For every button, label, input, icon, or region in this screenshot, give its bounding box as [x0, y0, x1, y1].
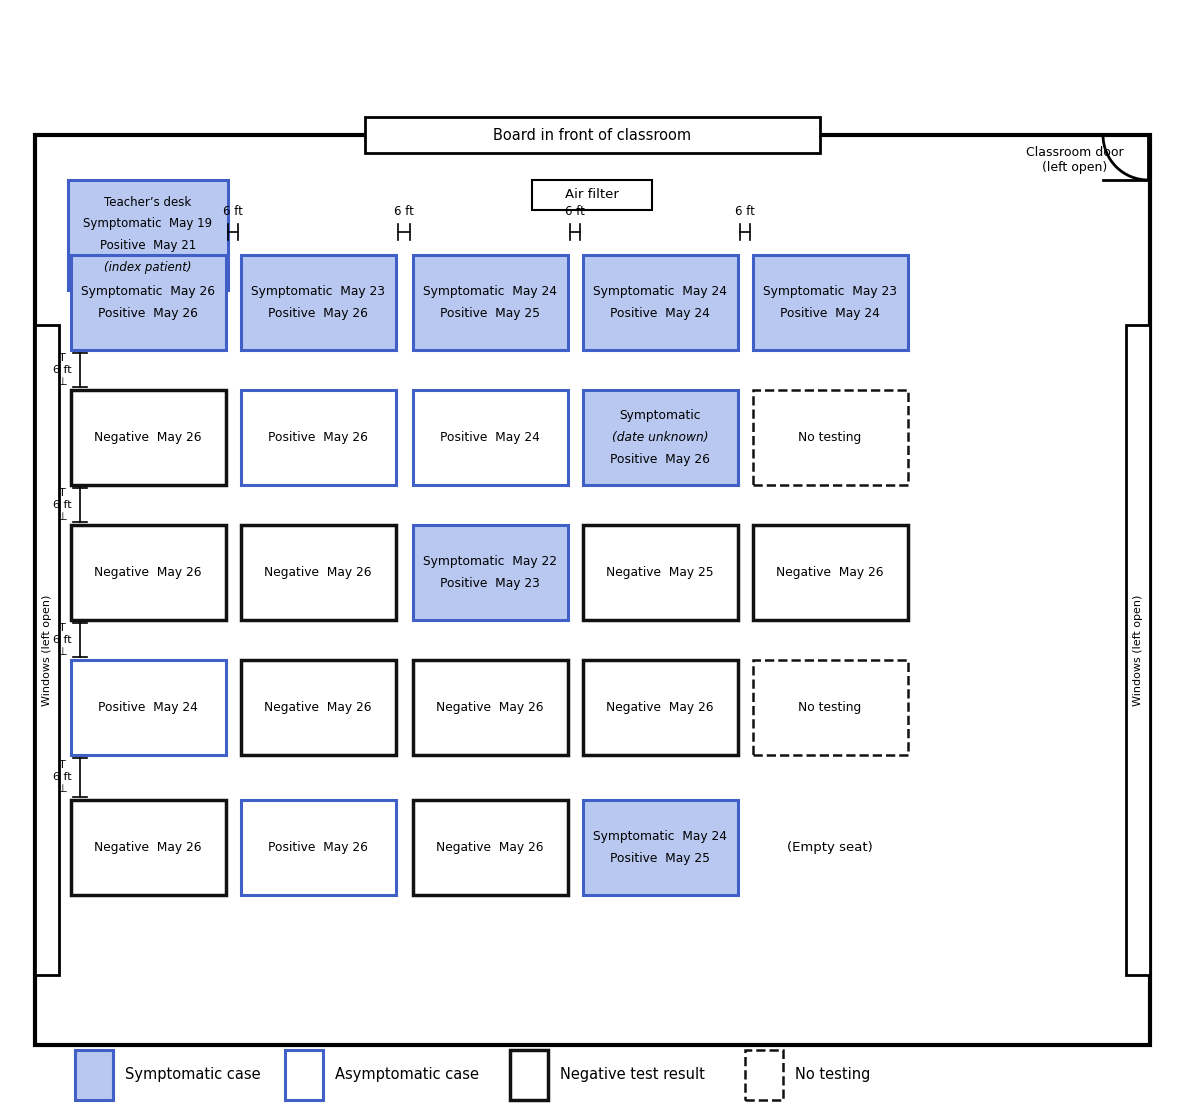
Text: Symptomatic  May 19: Symptomatic May 19 [83, 218, 212, 231]
Bar [414, 800, 568, 895]
Text: Positive  May 21: Positive May 21 [100, 240, 197, 253]
Text: Positive  May 26: Positive May 26 [268, 431, 367, 444]
Text: Teacher’s desk: Teacher’s desk [104, 196, 192, 209]
Text: (Empty seat): (Empty seat) [787, 841, 873, 854]
Bar [71, 390, 226, 485]
Text: Positive  May 26: Positive May 26 [268, 307, 367, 320]
Bar [583, 390, 738, 485]
Bar [241, 255, 396, 350]
Text: Symptomatic  May 24: Symptomatic May 24 [423, 285, 557, 298]
Text: ⊥: ⊥ [57, 785, 66, 794]
Text: T: T [58, 352, 65, 364]
Bar [71, 525, 226, 620]
Bar [68, 180, 228, 290]
Bar [365, 117, 820, 152]
Text: Windows (left open): Windows (left open) [41, 594, 52, 706]
Bar [71, 255, 226, 350]
Text: T: T [58, 623, 65, 633]
Text: Negative  May 26: Negative May 26 [264, 701, 372, 714]
Bar [36, 325, 59, 975]
Text: Negative  May 26: Negative May 26 [95, 566, 201, 579]
Text: (index patient): (index patient) [104, 262, 192, 274]
Text: Symptomatic case: Symptomatic case [124, 1067, 261, 1083]
Text: Classroom door
(left open): Classroom door (left open) [1026, 146, 1123, 173]
Bar [36, 135, 1149, 1045]
Bar [1126, 325, 1149, 975]
Text: Symptomatic: Symptomatic [620, 409, 700, 422]
Text: Symptomatic  May 26: Symptomatic May 26 [81, 285, 214, 298]
Text: Positive  May 26: Positive May 26 [268, 841, 367, 854]
Text: Positive  May 24: Positive May 24 [610, 307, 710, 320]
Bar [414, 255, 568, 350]
Text: Negative  May 26: Negative May 26 [95, 431, 201, 444]
Text: Positive  May 26: Positive May 26 [98, 307, 198, 320]
Text: Positive  May 25: Positive May 25 [440, 307, 540, 320]
Text: Symptomatic  May 23: Symptomatic May 23 [251, 285, 385, 298]
Text: T: T [58, 760, 65, 770]
Text: Positive  May 26: Positive May 26 [610, 453, 710, 466]
Bar [752, 390, 908, 485]
Text: Negative  May 26: Negative May 26 [607, 701, 713, 714]
Bar [752, 660, 908, 755]
Text: Negative test result: Negative test result [561, 1067, 705, 1083]
Bar [414, 525, 568, 620]
Text: Board in front of classroom: Board in front of classroom [493, 127, 691, 143]
Text: Negative  May 26: Negative May 26 [264, 566, 372, 579]
Bar [752, 255, 908, 350]
Bar [241, 525, 396, 620]
Bar [583, 800, 738, 895]
Text: Symptomatic  May 24: Symptomatic May 24 [592, 830, 728, 843]
Bar [752, 525, 908, 620]
Bar [241, 660, 396, 755]
Bar [532, 180, 652, 210]
Bar [414, 660, 568, 755]
Text: 6 ft: 6 ft [395, 206, 414, 218]
Text: 6 ft: 6 ft [52, 772, 71, 782]
Text: (date unknown): (date unknown) [611, 431, 709, 444]
Text: Windows (left open): Windows (left open) [1133, 594, 1144, 706]
Text: Symptomatic  May 22: Symptomatic May 22 [423, 555, 557, 568]
Bar [583, 255, 738, 350]
Text: Negative  May 26: Negative May 26 [95, 841, 201, 854]
Bar [75, 1050, 113, 1099]
Text: No testing: No testing [799, 431, 861, 444]
Text: T: T [58, 488, 65, 498]
Bar [583, 660, 738, 755]
Text: Negative  May 26: Negative May 26 [436, 701, 544, 714]
Text: Negative  May 25: Negative May 25 [607, 566, 713, 579]
Text: 6 ft: 6 ft [565, 206, 585, 218]
Bar [286, 1050, 324, 1099]
Text: 6 ft: 6 ft [52, 365, 71, 375]
Bar [583, 525, 738, 620]
Text: Symptomatic  May 24: Symptomatic May 24 [592, 285, 728, 298]
Text: Asymptomatic case: Asymptomatic case [335, 1067, 479, 1083]
Text: 6 ft: 6 ft [52, 499, 71, 511]
Text: 6 ft: 6 ft [52, 635, 71, 645]
Text: No testing: No testing [799, 701, 861, 714]
Bar [241, 390, 396, 485]
Text: Positive  May 24: Positive May 24 [440, 431, 540, 444]
Text: 6 ft: 6 ft [735, 206, 755, 218]
Bar [71, 660, 226, 755]
Text: Positive  May 23: Positive May 23 [440, 577, 540, 590]
Text: Positive  May 24: Positive May 24 [98, 701, 198, 714]
Bar [510, 1050, 547, 1099]
Text: Air filter: Air filter [565, 189, 619, 201]
Text: No testing: No testing [795, 1067, 870, 1083]
Text: Positive  May 25: Positive May 25 [610, 852, 710, 865]
Bar [241, 800, 396, 895]
Text: Positive  May 24: Positive May 24 [780, 307, 880, 320]
Text: ⊥: ⊥ [57, 648, 66, 657]
Text: 6 ft: 6 ft [223, 206, 243, 218]
Text: ⊥: ⊥ [57, 377, 66, 387]
Text: ⊥: ⊥ [57, 512, 66, 522]
Text: Negative  May 26: Negative May 26 [776, 566, 884, 579]
Bar [745, 1050, 783, 1099]
Text: Negative  May 26: Negative May 26 [436, 841, 544, 854]
Text: Symptomatic  May 23: Symptomatic May 23 [763, 285, 897, 298]
Bar [414, 390, 568, 485]
Bar [71, 800, 226, 895]
